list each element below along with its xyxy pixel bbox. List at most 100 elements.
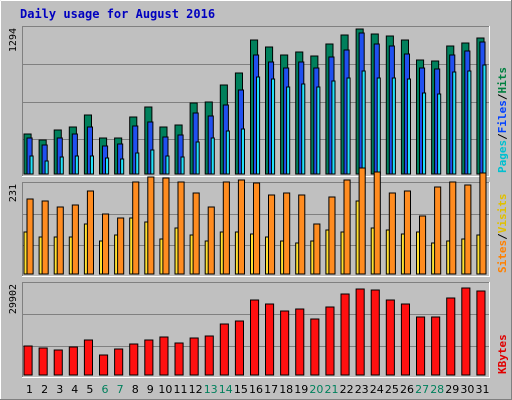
bar-kbytes-day-25 (385, 299, 395, 376)
bar-sites-day-22 (343, 179, 351, 275)
day-label-4: 4 (71, 383, 78, 396)
day-label-15: 15 (234, 383, 248, 396)
day-label-26: 26 (400, 383, 414, 396)
bar-kbytes-day-19 (295, 308, 305, 376)
day-label-27: 27 (415, 383, 429, 396)
bar-pages-day-22 (346, 77, 351, 175)
bar-pages-day-16 (256, 76, 261, 175)
day-label-1: 1 (26, 383, 33, 396)
day-label-21: 21 (325, 383, 339, 396)
bar-pages-day-1 (29, 155, 34, 175)
bar-kbytes-day-22 (340, 293, 350, 376)
bar-kbytes-day-11 (174, 342, 184, 376)
bar-kbytes-day-10 (159, 336, 169, 376)
bar-pages-day-28 (437, 93, 442, 175)
legend-separator: / (496, 233, 509, 240)
bar-kbytes-day-9 (144, 339, 154, 376)
bar-sites-day-13 (207, 206, 215, 275)
panel-2: 231 Sites/Visits (8, 167, 509, 277)
bar-kbytes-day-14 (219, 323, 229, 376)
bar-kbytes-day-2 (38, 347, 48, 376)
bar-sites-day-23 (358, 167, 366, 275)
day-label-2: 2 (41, 383, 48, 396)
bar-pages-day-8 (135, 152, 140, 175)
bar-sites-day-26 (403, 190, 411, 275)
day-label-11: 11 (174, 383, 188, 396)
panel-max-label: 29902 (8, 284, 19, 314)
panel-max-label: 1294 (8, 28, 19, 52)
bar-pages-day-26 (406, 78, 411, 175)
bar-sites-day-27 (419, 215, 427, 275)
panel-1: 1294 Pages/Files/Hits (8, 26, 509, 177)
bar-pages-day-6 (105, 157, 110, 175)
bar-sites-day-17 (268, 194, 276, 275)
bar-pages-day-18 (286, 86, 291, 175)
day-label-18: 18 (279, 383, 293, 396)
bar-pages-day-4 (74, 155, 79, 175)
day-label-7: 7 (117, 383, 124, 396)
day-label-29: 29 (445, 383, 459, 396)
bar-sites-day-21 (328, 196, 336, 275)
panel-legend: Sites/Visits (496, 194, 509, 274)
bar-sites-day-4 (71, 204, 79, 275)
bar-sites-day-3 (56, 206, 64, 275)
bar-kbytes-day-5 (83, 339, 94, 376)
bar-sites-day-11 (177, 181, 185, 275)
bar-kbytes-day-6 (99, 354, 109, 376)
bar-kbytes-day-29 (446, 297, 456, 376)
legend-kbytes: KBytes (496, 334, 509, 374)
bar-pages-day-21 (331, 80, 336, 175)
bar-kbytes-day-15 (234, 320, 244, 376)
bar-sites-day-1 (26, 198, 34, 275)
bar-pages-day-3 (59, 156, 64, 175)
bar-pages-day-24 (376, 77, 381, 175)
legend-visits: Visits (496, 194, 509, 234)
bar-kbytes-day-12 (189, 337, 199, 376)
bar-sites-day-5 (86, 190, 95, 275)
bar-pages-day-17 (271, 78, 276, 175)
bar-sites-day-14 (222, 181, 230, 275)
day-label-19: 19 (294, 383, 308, 396)
bar-sites-day-7 (117, 217, 125, 275)
day-label-30: 30 (460, 383, 474, 396)
bar-kbytes-day-4 (68, 346, 78, 376)
chart-title: Daily usage for August 2016 (20, 7, 215, 21)
bar-pages-day-13 (210, 137, 215, 175)
bar-sites-day-16 (253, 182, 261, 275)
bar-pages-day-9 (150, 149, 155, 175)
day-label-24: 24 (370, 383, 384, 396)
bar-kbytes-day-31 (476, 290, 486, 376)
bar-pages-day-20 (316, 86, 321, 175)
bar-kbytes-day-24 (370, 289, 380, 376)
bar-sites-day-20 (313, 223, 321, 275)
bar-kbytes-day-21 (325, 306, 335, 376)
panel-legend: Pages/Files/Hits (496, 67, 509, 173)
legend-hits: Hits (496, 67, 509, 94)
day-label-14: 14 (219, 383, 233, 396)
panel-max-label: 231 (8, 184, 19, 202)
bar-sites-day-18 (283, 192, 291, 275)
bar-kbytes-day-13 (204, 335, 214, 376)
bar-kbytes-day-16 (250, 299, 260, 376)
bar-kbytes-day-28 (431, 316, 441, 376)
bar-pages-day-15 (240, 128, 245, 175)
bar-pages-day-29 (452, 71, 457, 175)
day-label-25: 25 (385, 383, 399, 396)
bar-sites-day-10 (162, 177, 170, 275)
bar-kbytes-day-17 (265, 303, 275, 376)
bar-sites-day-2 (41, 200, 49, 275)
day-label-13: 13 (204, 383, 218, 396)
day-label-16: 16 (249, 383, 263, 396)
bar-pages-day-5 (89, 155, 95, 175)
bar-kbytes-day-8 (129, 343, 139, 376)
bar-pages-day-14 (225, 130, 230, 175)
bar-pages-day-27 (422, 92, 427, 175)
bar-sites-day-25 (388, 192, 396, 275)
legend-separator: / (496, 93, 509, 100)
bar-pages-day-19 (301, 83, 306, 175)
panel-3: 29902 KBytes (8, 282, 509, 378)
bar-kbytes-day-7 (114, 348, 124, 376)
day-label-8: 8 (132, 383, 139, 396)
